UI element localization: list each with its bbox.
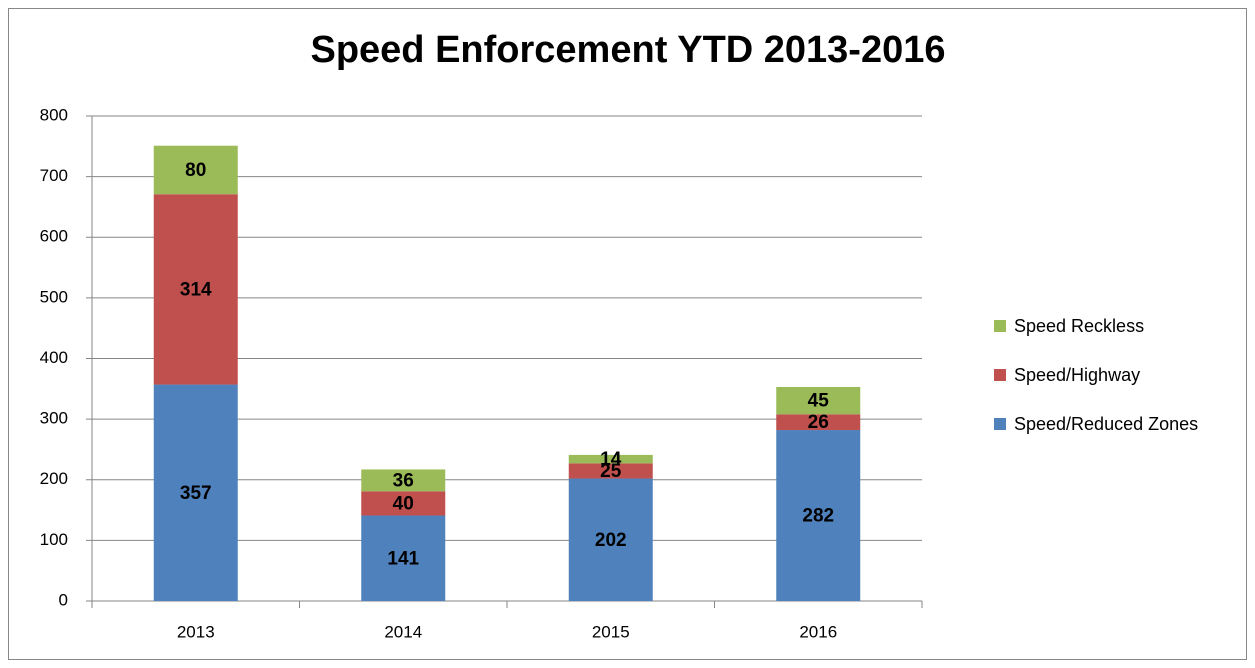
- data-label: 26: [808, 412, 829, 433]
- legend-label: Speed/Highway: [1014, 365, 1140, 385]
- x-tick-label: 2014: [384, 622, 422, 641]
- x-tick-label: 2015: [592, 622, 630, 641]
- data-label: 282: [802, 506, 834, 527]
- y-tick-label: 400: [40, 348, 68, 367]
- data-label: 40: [393, 493, 414, 514]
- bar-segment: [568, 478, 653, 601]
- data-label: 25: [600, 461, 622, 482]
- data-label: 202: [595, 530, 627, 551]
- data-label: 45: [808, 391, 830, 412]
- y-tick-label: 800: [40, 105, 68, 124]
- bar-segment: [361, 469, 446, 492]
- x-tick-label: 2016: [799, 622, 837, 641]
- bar-segment: [776, 386, 861, 415]
- data-label: 314: [180, 279, 212, 300]
- data-label: 141: [387, 548, 419, 569]
- y-tick-label: 500: [40, 287, 68, 306]
- data-label: 357: [180, 483, 212, 504]
- legend-label: Speed Reckless: [1014, 316, 1144, 336]
- y-tick-label: 600: [40, 227, 68, 246]
- bar-segment: [568, 463, 653, 479]
- data-label: 14: [600, 449, 622, 470]
- bar-segment: [361, 515, 446, 601]
- bar-segment: [776, 430, 861, 601]
- y-tick-label: 200: [40, 469, 68, 488]
- y-tick-label: 100: [40, 530, 68, 549]
- legend-label: Speed/Reduced Zones: [1014, 414, 1198, 434]
- x-tick-label: 2013: [177, 622, 215, 641]
- bar-segment: [153, 145, 238, 195]
- bar-segment: [153, 384, 238, 601]
- y-tick-label: 300: [40, 409, 68, 428]
- legend-swatch: [994, 369, 1006, 381]
- data-label: 80: [185, 160, 206, 181]
- legend-swatch: [994, 320, 1006, 332]
- y-tick-label: 700: [40, 166, 68, 185]
- bar-segment: [361, 491, 446, 516]
- legend-swatch: [994, 418, 1006, 430]
- bar-segment: [776, 414, 861, 431]
- y-tick-label: 0: [59, 590, 68, 609]
- bar-segment: [153, 194, 238, 385]
- bar-segment: [568, 454, 653, 464]
- data-label: 36: [393, 470, 414, 491]
- chart-title: Speed Enforcement YTD 2013-2016: [310, 29, 945, 71]
